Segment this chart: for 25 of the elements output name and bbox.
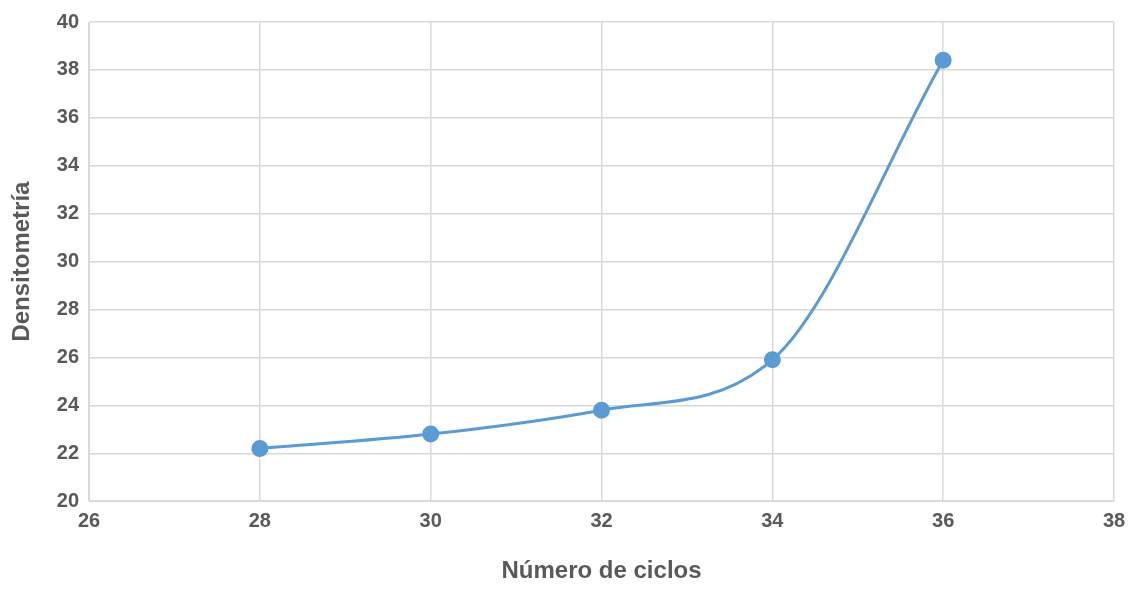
x-tick-label: 32 (590, 508, 613, 531)
point (422, 425, 440, 443)
y-tick-label: 34 (56, 153, 80, 176)
y-tick-label: 24 (56, 392, 80, 415)
y-tick-label: 28 (56, 297, 80, 320)
point (593, 401, 611, 419)
y-tick-label: 32 (56, 201, 80, 224)
x-tick-label: 36 (932, 508, 955, 531)
x-tick-label: 26 (77, 508, 101, 531)
point (763, 351, 781, 369)
x-tick-label: 28 (248, 508, 271, 531)
y-tick-label: 40 (56, 9, 80, 32)
y-tick-label: 22 (56, 440, 80, 463)
y-tick-label: 30 (56, 249, 80, 272)
x-tick-label: 34 (761, 508, 785, 531)
point (934, 51, 952, 69)
y-tick-label: 36 (56, 105, 80, 128)
y-axis-title: Densitometría (7, 180, 35, 342)
x-axis-title: Número de ciclos (501, 556, 702, 584)
y-tick-label: 38 (56, 57, 80, 80)
y-tick-label: 20 (56, 488, 80, 511)
x-tick-label: 38 (1102, 508, 1126, 531)
y-tick-label: 26 (56, 344, 80, 367)
point (251, 439, 269, 457)
x-tick-label: 30 (419, 508, 442, 531)
